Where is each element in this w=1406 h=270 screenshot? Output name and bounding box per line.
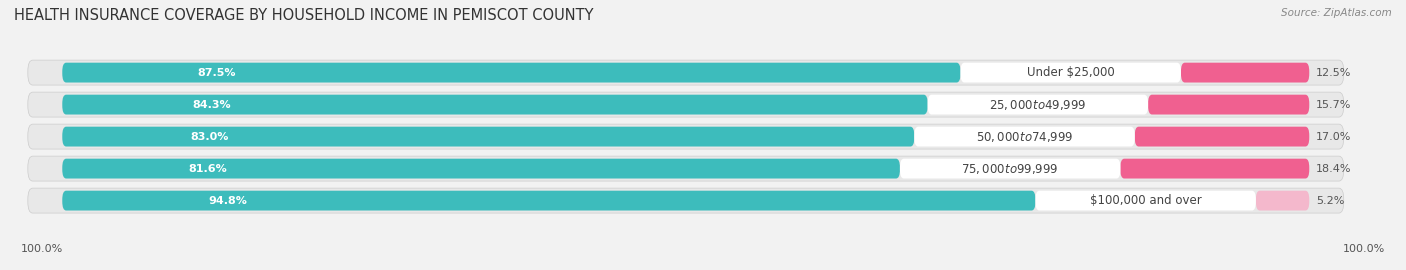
- Text: HEALTH INSURANCE COVERAGE BY HOUSEHOLD INCOME IN PEMISCOT COUNTY: HEALTH INSURANCE COVERAGE BY HOUSEHOLD I…: [14, 8, 593, 23]
- FancyBboxPatch shape: [928, 95, 1149, 114]
- Text: 18.4%: 18.4%: [1316, 164, 1351, 174]
- Text: 83.0%: 83.0%: [190, 131, 228, 141]
- Text: $50,000 to $74,999: $50,000 to $74,999: [976, 130, 1073, 144]
- Text: 15.7%: 15.7%: [1316, 100, 1351, 110]
- FancyBboxPatch shape: [62, 159, 900, 178]
- Text: $75,000 to $99,999: $75,000 to $99,999: [962, 162, 1059, 176]
- FancyBboxPatch shape: [28, 156, 1344, 181]
- Text: 12.5%: 12.5%: [1316, 68, 1351, 77]
- Text: Under $25,000: Under $25,000: [1026, 66, 1115, 79]
- FancyBboxPatch shape: [900, 159, 1121, 178]
- Text: 5.2%: 5.2%: [1316, 195, 1344, 205]
- FancyBboxPatch shape: [62, 127, 914, 147]
- FancyBboxPatch shape: [28, 124, 1344, 149]
- FancyBboxPatch shape: [1149, 95, 1309, 114]
- FancyBboxPatch shape: [1035, 191, 1256, 211]
- Text: Source: ZipAtlas.com: Source: ZipAtlas.com: [1281, 8, 1392, 18]
- Text: $25,000 to $49,999: $25,000 to $49,999: [990, 97, 1087, 112]
- FancyBboxPatch shape: [914, 127, 1135, 147]
- Text: $100,000 and over: $100,000 and over: [1090, 194, 1202, 207]
- Text: 94.8%: 94.8%: [208, 195, 247, 205]
- FancyBboxPatch shape: [1135, 127, 1309, 147]
- FancyBboxPatch shape: [62, 95, 928, 114]
- Text: 84.3%: 84.3%: [193, 100, 231, 110]
- FancyBboxPatch shape: [1121, 159, 1309, 178]
- Text: 100.0%: 100.0%: [21, 244, 63, 254]
- FancyBboxPatch shape: [960, 63, 1181, 83]
- FancyBboxPatch shape: [62, 63, 960, 83]
- FancyBboxPatch shape: [28, 188, 1344, 213]
- Text: 87.5%: 87.5%: [197, 68, 236, 77]
- FancyBboxPatch shape: [28, 60, 1344, 85]
- Text: 81.6%: 81.6%: [188, 164, 226, 174]
- FancyBboxPatch shape: [1256, 191, 1309, 211]
- FancyBboxPatch shape: [62, 191, 1035, 211]
- Text: 100.0%: 100.0%: [1343, 244, 1385, 254]
- FancyBboxPatch shape: [28, 92, 1344, 117]
- Text: 17.0%: 17.0%: [1316, 131, 1351, 141]
- FancyBboxPatch shape: [1181, 63, 1309, 83]
